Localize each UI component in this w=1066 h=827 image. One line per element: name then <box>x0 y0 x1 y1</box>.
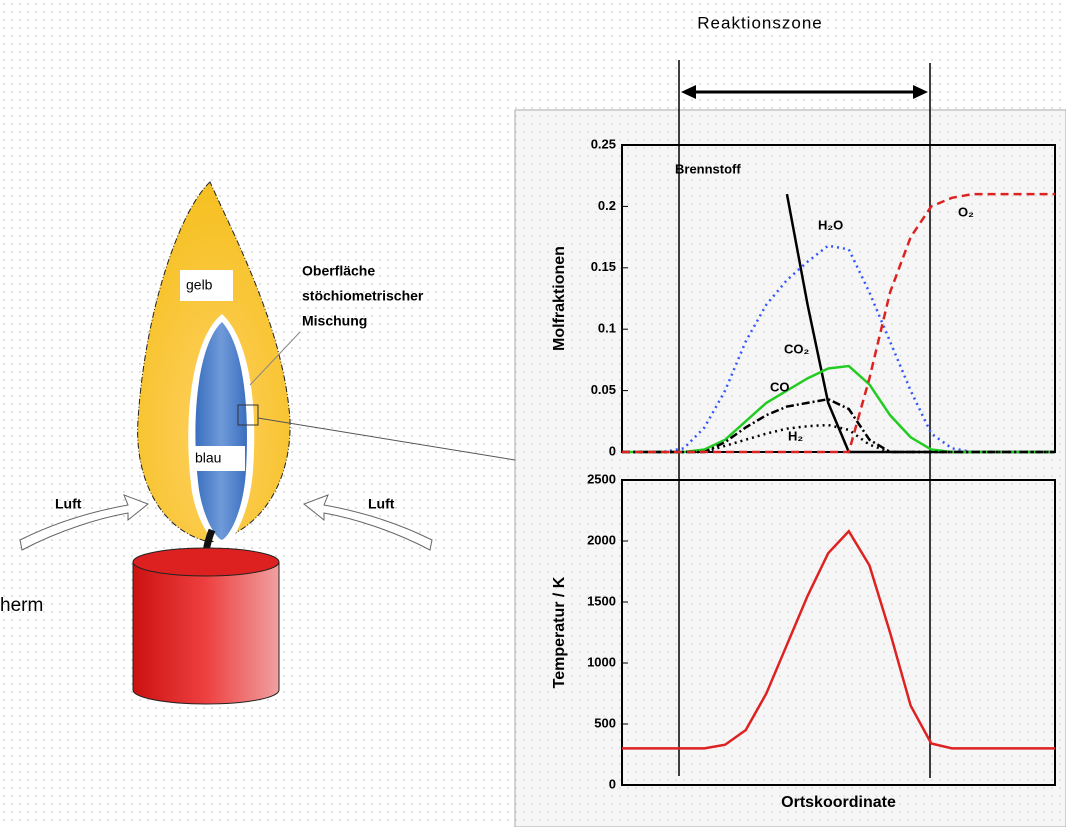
label: gelb <box>186 277 213 293</box>
label: Oberfläche <box>302 263 375 279</box>
y-tick-label: 0.25 <box>591 136 616 151</box>
candle <box>133 562 279 704</box>
y-tick-label: 2000 <box>587 532 616 547</box>
label: stöchiometrischer <box>302 288 424 304</box>
title: Reaktionszone <box>697 13 822 32</box>
label: Mischung <box>302 313 367 329</box>
series-label: O₂ <box>958 204 974 219</box>
arrow-head <box>681 85 696 99</box>
label: herm <box>0 595 43 616</box>
series-label: Brennstoff <box>675 161 741 176</box>
y-tick-label: 0.2 <box>598 198 616 213</box>
y-tick-label: 0 <box>609 776 616 791</box>
air-arrow <box>20 495 148 550</box>
series-label: H₂O <box>818 217 843 232</box>
figure: gelb blau Oberfläche stöchiometrischer M… <box>0 0 1066 827</box>
label: Luft <box>55 496 82 512</box>
y-tick-label: 1000 <box>587 654 616 669</box>
label: Luft <box>368 496 395 512</box>
y-tick-label: 2500 <box>587 471 616 486</box>
label: blau <box>195 450 221 466</box>
y-tick-label: 0.15 <box>591 259 616 274</box>
series-label: CO₂ <box>784 341 810 356</box>
y-tick-label: 0.1 <box>598 321 616 336</box>
y-axis-label: Temperatur / K <box>551 576 568 688</box>
y-tick-label: 1500 <box>587 593 616 608</box>
series-label: H₂ <box>788 428 803 443</box>
x-axis-label: Ortskoordinate <box>781 794 896 811</box>
candle-top <box>133 548 279 576</box>
series-label: CO <box>770 379 790 394</box>
zoom-line <box>258 418 515 460</box>
arrow-head <box>913 85 928 99</box>
y-tick-label: 500 <box>594 715 616 730</box>
y-axis-label: Molfraktionen <box>551 246 568 351</box>
y-tick-label: 0 <box>609 443 616 458</box>
y-tick-label: 0.05 <box>591 382 616 397</box>
